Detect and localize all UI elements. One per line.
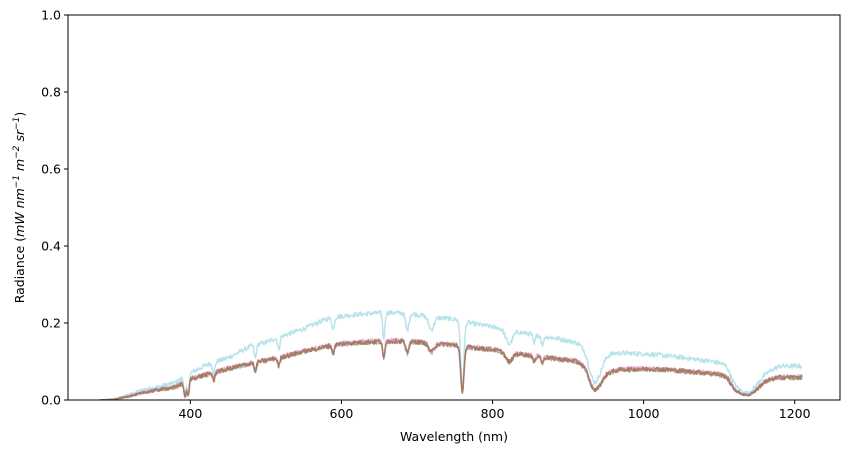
- x-tick-label: 800: [481, 406, 505, 421]
- y-tick-label: 0.0: [41, 393, 61, 408]
- series-layer: [99, 309, 803, 400]
- x-tick-label: 400: [178, 406, 202, 421]
- x-tick-label: 1200: [779, 406, 811, 421]
- x-tick-label: 1000: [628, 406, 660, 421]
- plot-frame: [67, 14, 841, 401]
- y-axis: 0.0 0.2 0.4 0.6 0.8 1.0: [41, 8, 68, 408]
- y-tick-label: 0.4: [41, 239, 61, 254]
- x-tick-label: 600: [330, 406, 354, 421]
- series-brown-line: [99, 338, 803, 400]
- y-tick-label: 1.0: [41, 8, 61, 23]
- y-axis-label: Radiance (mW nm−1 m−2 sr−1): [12, 112, 27, 304]
- x-axis-label: Wavelength (nm): [400, 429, 508, 444]
- y-tick-label: 0.8: [41, 85, 61, 100]
- series-cyan-line: [99, 309, 803, 400]
- x-axis: 400 600 800 1000 1200: [178, 400, 811, 421]
- y-tick-label: 0.2: [41, 316, 61, 331]
- y-tick-label: 0.6: [41, 162, 61, 177]
